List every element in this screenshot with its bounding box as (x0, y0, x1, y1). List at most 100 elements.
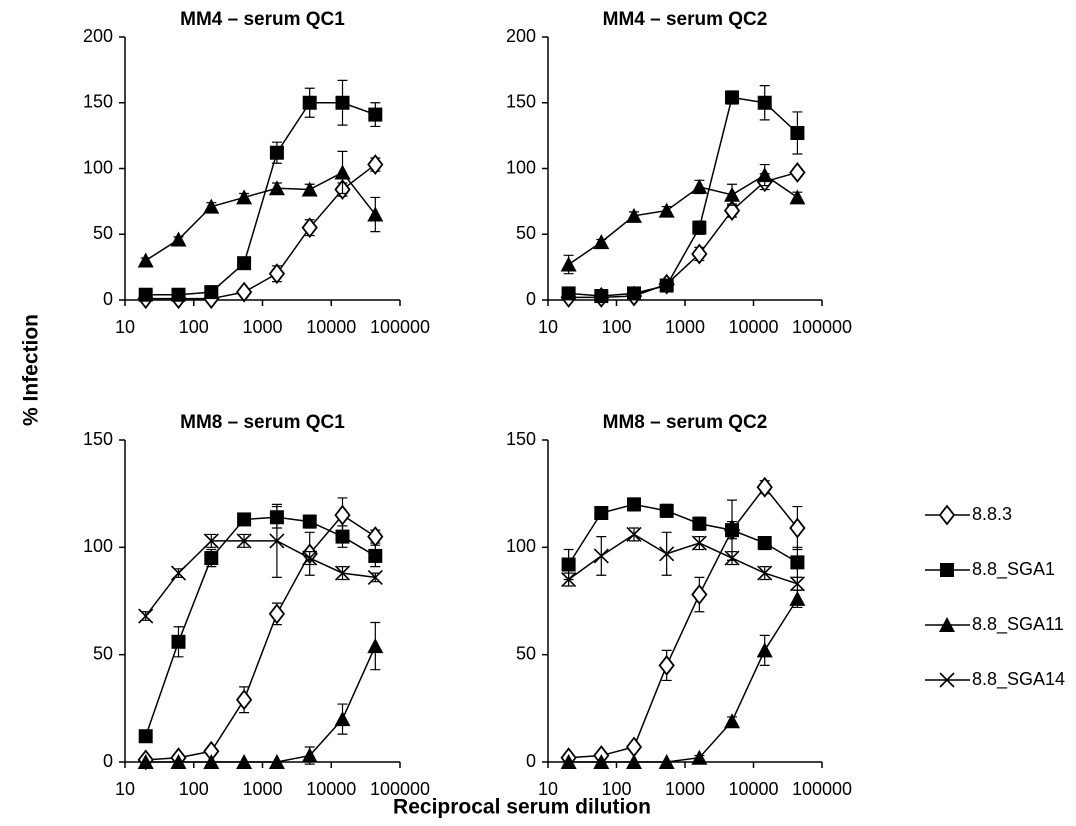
legend-label: 8.8_SGA11 (972, 614, 1064, 635)
series-line (568, 171, 798, 299)
marker (691, 749, 708, 765)
marker (723, 200, 741, 222)
marker (625, 207, 642, 223)
marker (235, 689, 253, 711)
marker (268, 263, 286, 285)
series-line (568, 533, 798, 585)
marker (725, 523, 740, 538)
x-tick-label: 10 (538, 779, 558, 799)
panel-title: MM4 – serum QC1 (180, 9, 345, 30)
x-tick-label: 10000 (728, 317, 778, 337)
marker (335, 529, 350, 544)
marker (138, 287, 153, 302)
marker (334, 711, 351, 727)
marker (692, 220, 707, 235)
y-tick-label: 150 (506, 429, 536, 449)
marker (301, 217, 318, 239)
marker (626, 526, 642, 543)
marker (756, 642, 773, 658)
marker (658, 654, 675, 676)
x-tick-label: 1000 (242, 779, 282, 799)
marker (170, 754, 187, 769)
marker (626, 286, 641, 301)
marker (302, 550, 318, 566)
series-line (145, 102, 376, 296)
y-tick-label: 0 (526, 751, 536, 771)
marker (171, 287, 186, 302)
marker (658, 754, 675, 769)
marker (594, 505, 609, 520)
marker (658, 202, 675, 218)
x-tick-label: 10000 (306, 317, 356, 337)
marker (236, 533, 252, 549)
x-tick-label: 100 (179, 317, 209, 337)
y-tick-label: 50 (93, 643, 113, 663)
marker (170, 231, 187, 247)
marker (171, 634, 186, 649)
marker (594, 289, 609, 304)
x-tick-label: 1000 (242, 317, 282, 337)
x-tick-label: 10 (115, 317, 135, 337)
panel-title: MM8 – serum QC1 (180, 412, 345, 433)
marker (237, 256, 252, 271)
x-axis-label: Reciprocal serum dilution (393, 796, 651, 819)
y-axis-label: % Infection (20, 314, 43, 426)
x-tick-label: 100000 (370, 779, 430, 799)
marker (204, 285, 219, 300)
marker (659, 546, 675, 562)
legend-label: 8.8_SGA14 (972, 669, 1065, 690)
marker (170, 565, 187, 581)
marker (367, 638, 384, 654)
marker (561, 557, 576, 572)
marker (236, 189, 253, 205)
y-tick-label: 150 (506, 92, 536, 112)
x-tick-label: 100 (601, 779, 631, 799)
marker (269, 533, 285, 549)
panel-title: MM4 – serum QC2 (603, 9, 768, 30)
marker (691, 584, 708, 606)
marker (203, 533, 219, 549)
marker (367, 154, 384, 176)
marker (725, 90, 740, 105)
x-tick-label: 100 (179, 779, 209, 799)
marker (334, 164, 351, 180)
marker (560, 256, 577, 272)
marker (138, 729, 153, 744)
x-tick-label: 10000 (728, 779, 778, 799)
marker (691, 243, 708, 265)
legend-marker (940, 563, 954, 577)
y-tick-label: 100 (83, 157, 113, 177)
x-tick-label: 100000 (792, 779, 852, 799)
y-tick-label: 0 (103, 289, 113, 309)
marker (724, 186, 741, 202)
marker (560, 754, 577, 769)
legend-marker (939, 672, 955, 688)
marker (137, 252, 154, 268)
x-tick-label: 100000 (792, 317, 852, 337)
marker (268, 180, 285, 196)
marker (367, 206, 384, 222)
marker (757, 95, 772, 110)
marker (757, 536, 772, 551)
marker (789, 161, 806, 183)
x-tick-label: 100000 (370, 317, 430, 337)
marker (235, 281, 253, 303)
marker (691, 178, 708, 194)
marker (268, 754, 285, 769)
y-tick-label: 100 (506, 157, 536, 177)
marker (368, 107, 383, 122)
y-tick-label: 100 (506, 536, 536, 556)
marker (756, 476, 773, 498)
marker (691, 535, 707, 551)
marker (757, 565, 773, 581)
marker (789, 576, 805, 592)
marker (269, 145, 284, 160)
marker (789, 189, 806, 205)
marker (137, 754, 154, 769)
marker (593, 234, 610, 250)
y-tick-label: 150 (83, 92, 113, 112)
series-line (568, 598, 799, 763)
legend-label: 8.8.3 (972, 504, 1012, 524)
marker (236, 754, 253, 769)
legend-marker (938, 504, 956, 526)
